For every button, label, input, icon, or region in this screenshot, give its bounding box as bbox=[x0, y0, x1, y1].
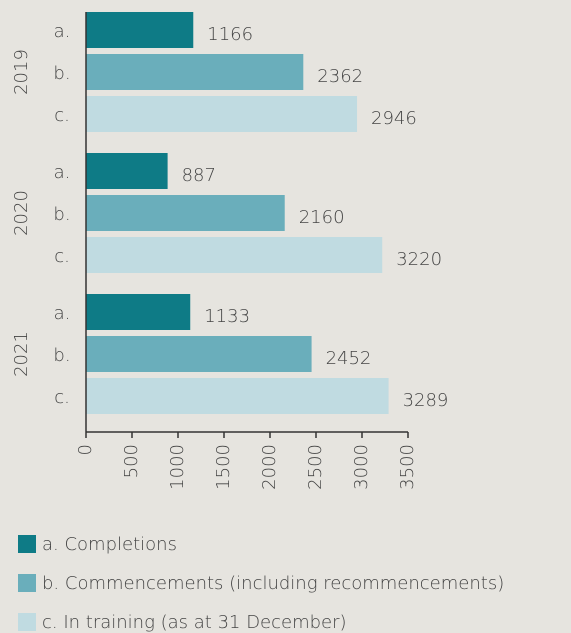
value-label: 2160 bbox=[299, 207, 345, 228]
x-tick-label: 0 bbox=[75, 444, 96, 455]
bar bbox=[86, 294, 191, 330]
bar bbox=[86, 153, 168, 189]
value-label: 2946 bbox=[371, 108, 417, 129]
legend-label: a. Completions bbox=[42, 534, 177, 555]
row-label: c. bbox=[54, 246, 70, 267]
row-label: a. bbox=[54, 21, 71, 42]
row-label: c. bbox=[54, 105, 70, 126]
x-tick-label: 1500 bbox=[213, 444, 234, 490]
value-label: 3220 bbox=[396, 249, 442, 270]
y-tick-label: 2021 bbox=[11, 331, 32, 377]
row-label: b. bbox=[53, 345, 70, 366]
bar bbox=[86, 96, 358, 132]
value-label: 2452 bbox=[326, 348, 372, 369]
y-tick-label: 2020 bbox=[11, 190, 32, 236]
bar bbox=[86, 195, 285, 231]
bar bbox=[86, 378, 389, 414]
legend-swatch bbox=[18, 535, 36, 553]
value-label: 3289 bbox=[403, 390, 449, 411]
legend-label: b. Commencements (including recommenceme… bbox=[42, 573, 504, 594]
legend-swatch bbox=[18, 613, 36, 631]
x-tick-label: 1000 bbox=[167, 444, 188, 490]
bar bbox=[86, 54, 304, 90]
x-tick-label: 3500 bbox=[397, 444, 418, 490]
bar bbox=[86, 237, 383, 273]
row-label: a. bbox=[54, 162, 71, 183]
row-label: a. bbox=[54, 303, 71, 324]
y-tick-label: 2019 bbox=[11, 49, 32, 95]
x-tick-label: 500 bbox=[121, 444, 142, 478]
row-label: b. bbox=[53, 204, 70, 225]
bar bbox=[86, 336, 312, 372]
value-label: 887 bbox=[182, 165, 216, 186]
row-label: c. bbox=[54, 387, 70, 408]
row-label: b. bbox=[53, 63, 70, 84]
bar bbox=[86, 12, 194, 48]
x-tick-label: 3000 bbox=[351, 444, 372, 490]
legend-label: c. In training (as at 31 December) bbox=[42, 612, 347, 633]
value-label: 1166 bbox=[207, 24, 253, 45]
x-tick-label: 2500 bbox=[305, 444, 326, 490]
x-tick-label: 2000 bbox=[259, 444, 280, 490]
value-label: 1133 bbox=[204, 306, 250, 327]
value-label: 2362 bbox=[317, 66, 363, 87]
legend-swatch bbox=[18, 574, 36, 592]
